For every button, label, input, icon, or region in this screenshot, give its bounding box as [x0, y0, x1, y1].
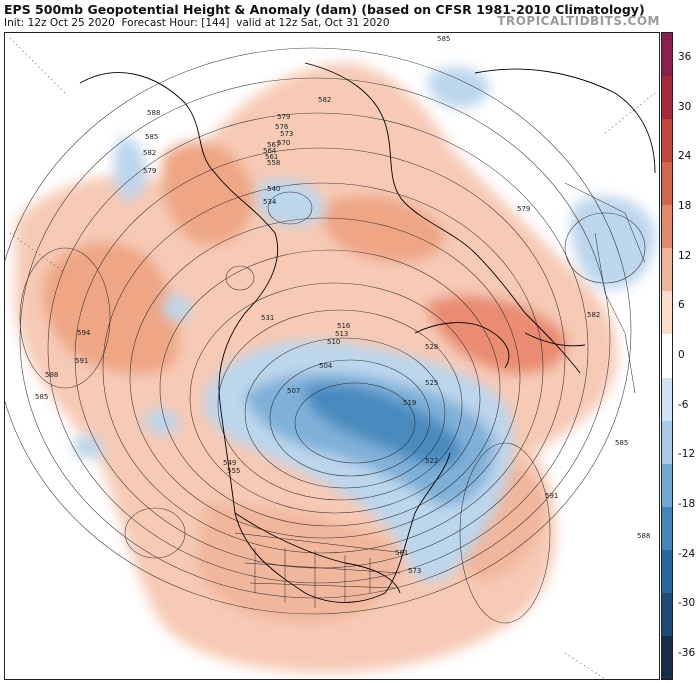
map-title: EPS 500mb Geopotential Height & Anomaly …	[4, 2, 645, 17]
colorbar-tick-label: 24	[678, 150, 692, 163]
svg-text:510: 510	[327, 338, 340, 346]
colorbar-segment	[662, 334, 672, 379]
colorbar-tick-label: -30	[678, 597, 696, 610]
map-svg: 585 582 579 576 573 570 567 564 561 558 …	[5, 33, 659, 679]
colorbar-segment	[662, 420, 672, 465]
contour-labels: 585 582 579 576 573 570 567 564 561 558 …	[35, 35, 650, 575]
header: EPS 500mb Geopotential Height & Anomaly …	[0, 0, 700, 34]
svg-text:579: 579	[143, 167, 156, 175]
svg-text:582: 582	[587, 311, 600, 319]
graticule	[9, 37, 656, 679]
colorbar-tick-label: 12	[678, 249, 692, 262]
svg-text:582: 582	[143, 149, 156, 157]
colorbar-segment	[662, 33, 672, 77]
svg-text:579: 579	[277, 113, 290, 121]
svg-text:564: 564	[263, 147, 277, 155]
svg-text:558: 558	[267, 159, 280, 167]
colorbar-tick-label: -6	[678, 398, 689, 411]
init-time: Init: 12z Oct 25 2020	[4, 17, 115, 29]
svg-text:591: 591	[75, 357, 88, 365]
colorbar-segment	[662, 162, 672, 206]
svg-text:555: 555	[227, 467, 240, 475]
colorbar-segment	[662, 506, 672, 551]
anomaly-colorbar	[661, 32, 673, 680]
svg-text:585: 585	[615, 439, 628, 447]
svg-text:582: 582	[318, 96, 331, 104]
colorbar-segment	[662, 463, 672, 508]
colorbar-tick-label: -18	[678, 498, 696, 510]
colorbar-segment	[662, 291, 672, 335]
svg-text:525: 525	[425, 379, 438, 387]
svg-text:579: 579	[517, 205, 530, 213]
svg-text:561: 561	[395, 549, 408, 557]
forecast-hour: Forecast Hour: [144]	[121, 17, 230, 29]
svg-text:588: 588	[637, 532, 650, 540]
svg-text:531: 531	[261, 314, 274, 322]
svg-text:567: 567	[267, 141, 280, 149]
svg-text:549: 549	[223, 459, 236, 467]
svg-text:591: 591	[545, 492, 558, 500]
political-borders	[234, 182, 646, 608]
colorbar-segment	[662, 119, 672, 163]
svg-text:534: 534	[263, 198, 277, 206]
svg-text:576: 576	[275, 123, 289, 131]
brand-watermark: TROPICALTIDBITS.COM	[497, 14, 660, 28]
svg-text:513: 513	[335, 330, 348, 338]
colorbar-segment	[662, 635, 672, 680]
negative-anomaly-shading	[73, 67, 655, 582]
svg-text:588: 588	[147, 109, 160, 117]
colorbar-segment	[662, 549, 672, 594]
svg-text:570: 570	[277, 139, 290, 147]
colorbar-tick-label: 30	[678, 100, 692, 113]
colorbar-segment	[662, 592, 672, 637]
svg-text:561: 561	[265, 153, 278, 161]
colorbar-tick-label: -36	[678, 647, 696, 659]
svg-text:516: 516	[337, 322, 351, 330]
svg-text:585: 585	[437, 35, 450, 43]
svg-text:594: 594	[77, 329, 91, 337]
coastlines	[79, 62, 656, 603]
svg-text:507: 507	[287, 387, 300, 395]
svg-text:528: 528	[425, 343, 438, 351]
svg-text:585: 585	[145, 133, 158, 141]
colorbar-tick-label: 6	[678, 299, 685, 312]
colorbar-tick-label: 18	[678, 200, 692, 212]
svg-text:573: 573	[280, 130, 293, 138]
map-panel: 585 582 579 576 573 570 567 564 561 558 …	[4, 32, 660, 680]
svg-text:522: 522	[425, 457, 438, 465]
colorbar-tick-label: -24	[678, 547, 696, 560]
colorbar-tick-label: 36	[678, 51, 692, 63]
colorbar-segment	[662, 377, 672, 422]
svg-text:504: 504	[319, 362, 333, 370]
valid-time: valid at 12z Sat, Oct 31 2020	[236, 17, 390, 29]
colorbar-tick-label: 0	[678, 349, 685, 361]
colorbar-tick-label: -12	[678, 448, 696, 461]
colorbar-segment	[662, 205, 672, 249]
svg-text:588: 588	[45, 371, 58, 379]
colorbar-segment	[662, 248, 672, 292]
colorbar-segment	[662, 76, 672, 120]
svg-text:585: 585	[35, 393, 48, 401]
svg-text:519: 519	[403, 399, 416, 407]
svg-text:573: 573	[408, 567, 421, 575]
map-subtitle: Init: 12z Oct 25 2020 Forecast Hour: [14…	[4, 17, 390, 29]
svg-text:540: 540	[267, 185, 280, 193]
